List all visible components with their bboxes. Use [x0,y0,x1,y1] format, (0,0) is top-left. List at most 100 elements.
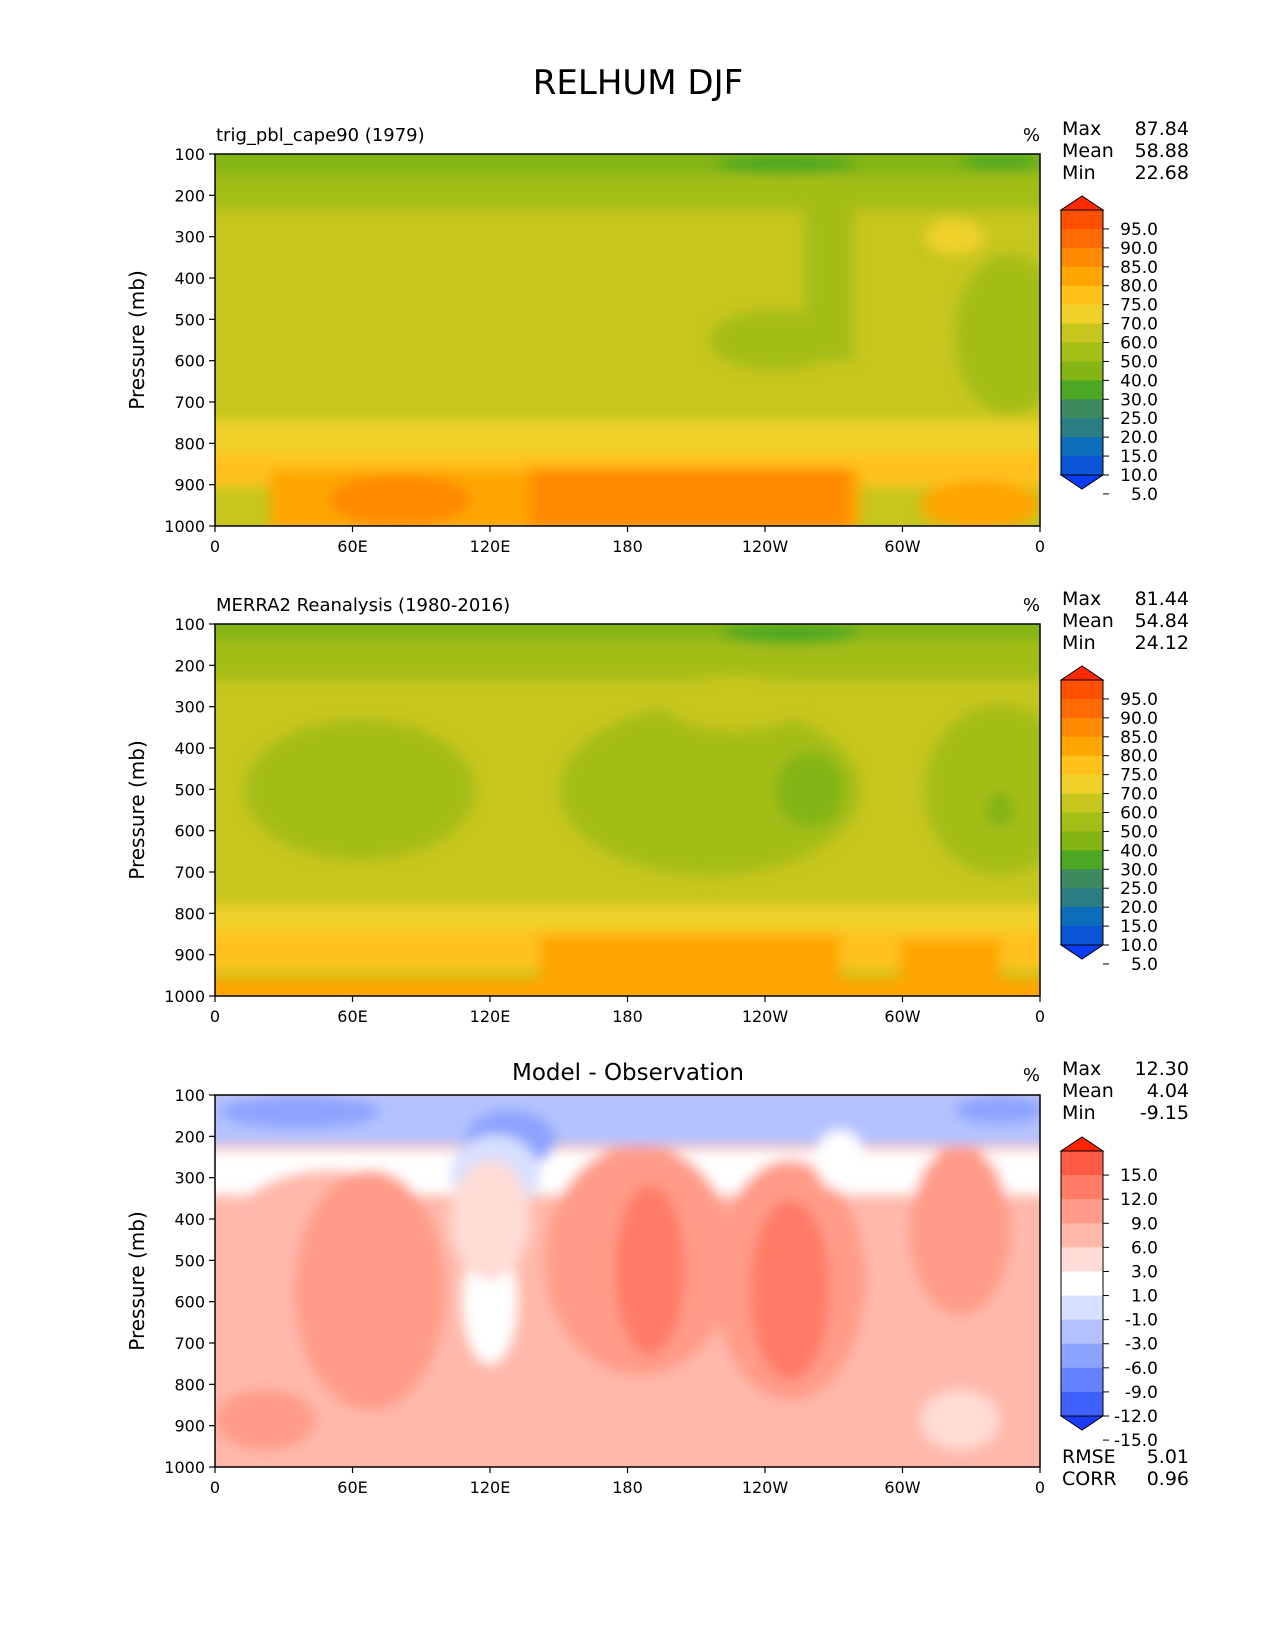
x-tick-label: 0 [210,1007,220,1026]
panel-observation: MERRA2 Reanalysis (1980-2016) % [125,588,1189,1026]
x-tick-label: 120W [742,1007,789,1026]
stats-block: Max 87.84 Mean 58.88 Min 22.68 [1062,118,1189,184]
x-tick-label: 60W [884,1478,920,1497]
colorbar-extend-bottom [1059,1415,1105,1431]
units-label: % [1023,1065,1040,1086]
band-upper-green [215,624,1040,680]
colorbar-label: -9.0 [1125,1383,1158,1403]
colorbar-segment [1061,456,1103,476]
colorbar-segment [1061,342,1103,362]
colorbar-extend-top [1059,195,1105,211]
stat-label-mean: Mean [1062,1080,1114,1102]
colorbar-segment [1061,1223,1103,1248]
colorbar-segment [1061,869,1103,889]
blob-upper-yellow [665,675,805,731]
stat-label-min: Min [1062,1102,1096,1124]
colorbar-label: 20.0 [1120,898,1158,918]
colorbar-label: 50.0 [1120,822,1158,842]
band-bottom-deep [530,468,850,526]
y-axis: 100 200 300 400 500 600 700 800 900 1000 [164,1086,215,1477]
colorbar-label: 90.0 [1120,239,1158,259]
colorbar-segment [1061,437,1103,457]
stat-value-max: 12.30 [1135,1058,1189,1080]
y-tick-label: 300 [174,698,205,717]
colorbar-label: 25.0 [1120,879,1158,899]
colorbar-label: -6.0 [1125,1359,1158,1379]
colorbar-label: 9.0 [1131,1214,1158,1234]
units-label: % [1023,125,1040,146]
y-tick-label: 1000 [164,987,205,1006]
colorbar-label: 75.0 [1120,296,1158,316]
x-tick-label: 180 [612,537,643,556]
colorbar-segment [1061,304,1103,325]
x-tick-label: 0 [1035,1478,1045,1497]
y-tick-label: 600 [174,1293,205,1312]
colorbar-segment [1061,285,1103,306]
y-axis-label: Pressure (mb) [125,1211,149,1351]
y-tick-label: 700 [174,1334,205,1353]
y-tick-label: 600 [174,822,205,841]
blob-top-blue-left [220,1096,380,1128]
x-tick-label: 0 [1035,1007,1045,1026]
colorbar-label: 30.0 [1120,390,1158,410]
stat-label-min: Min [1062,632,1096,654]
contour-field [215,154,1040,526]
y-tick-label: 100 [174,615,205,634]
x-tick-label: 120W [742,537,789,556]
stat-label-mean: Mean [1062,140,1114,162]
colorbar-segment [1061,1391,1103,1417]
panel-difference: Model - Observation % [125,1058,1189,1497]
colorbar: 95.090.085.080.075.070.060.050.040.030.0… [1059,665,1158,975]
y-tick-label: 800 [174,1375,205,1394]
stat-label-max: Max [1062,118,1101,140]
colorbar-segment [1061,755,1103,776]
y-tick-label: 500 [174,1251,205,1270]
x-tick-label: 0 [210,537,220,556]
colorbar-segment [1061,774,1103,795]
y-tick-label: 1000 [164,517,205,536]
stat-value-rmse: 5.01 [1147,1446,1189,1468]
figure-title: RELHUM DJF [533,63,743,103]
x-tick-label: 0 [1035,537,1045,556]
x-tick-label: 60E [337,1007,367,1026]
colorbar-label: 12.0 [1120,1190,1158,1210]
colorbar-segment [1061,210,1103,230]
blob-mid-right-dark [986,792,1014,828]
y-tick-label: 400 [174,739,205,758]
colorbar-label: 15.0 [1120,447,1158,467]
colorbar-segment [1061,831,1103,851]
y-tick-label: 900 [174,476,205,495]
blob-bottom-deep [330,474,470,526]
colorbar-segment [1061,812,1103,832]
colorbar-label: 25.0 [1120,409,1158,429]
colorbar-segment [1061,323,1103,343]
colorbar-extend-top [1059,665,1105,681]
blob-mid-center [560,705,860,875]
colorbar-segment [1061,361,1103,381]
colorbar-extend-top [1059,1136,1105,1152]
blob-left-red-outer [295,1170,445,1410]
colorbar-segment [1061,926,1103,946]
colorbar-segment [1061,1343,1103,1369]
y-axis-label: Pressure (mb) [125,270,149,410]
contour-field [215,1095,1040,1467]
colorbar-label: 3.0 [1131,1262,1158,1282]
blob-mid-green-2 [710,310,840,370]
stat-value-max: 81.44 [1135,588,1189,610]
colorbar-segment [1061,1271,1103,1297]
y-tick-label: 800 [174,904,205,923]
blob-far-right [910,1145,1010,1315]
colorbar-segment [1061,850,1103,870]
y-tick-label: 1000 [164,1458,205,1477]
colorbar-label: 5.0 [1131,955,1158,975]
stats-block: Max 81.44 Mean 54.84 Min 24.12 [1062,588,1189,654]
x-tick-label: 120E [470,1478,511,1497]
colorbar-segment [1061,380,1103,400]
colorbar-segment [1061,680,1103,700]
stat-value-corr: 0.96 [1147,1468,1189,1490]
y-tick-label: 900 [174,946,205,965]
colorbar-label: 6.0 [1131,1238,1158,1258]
colorbar-label: 85.0 [1120,728,1158,748]
stat-value-max: 87.84 [1135,118,1189,140]
